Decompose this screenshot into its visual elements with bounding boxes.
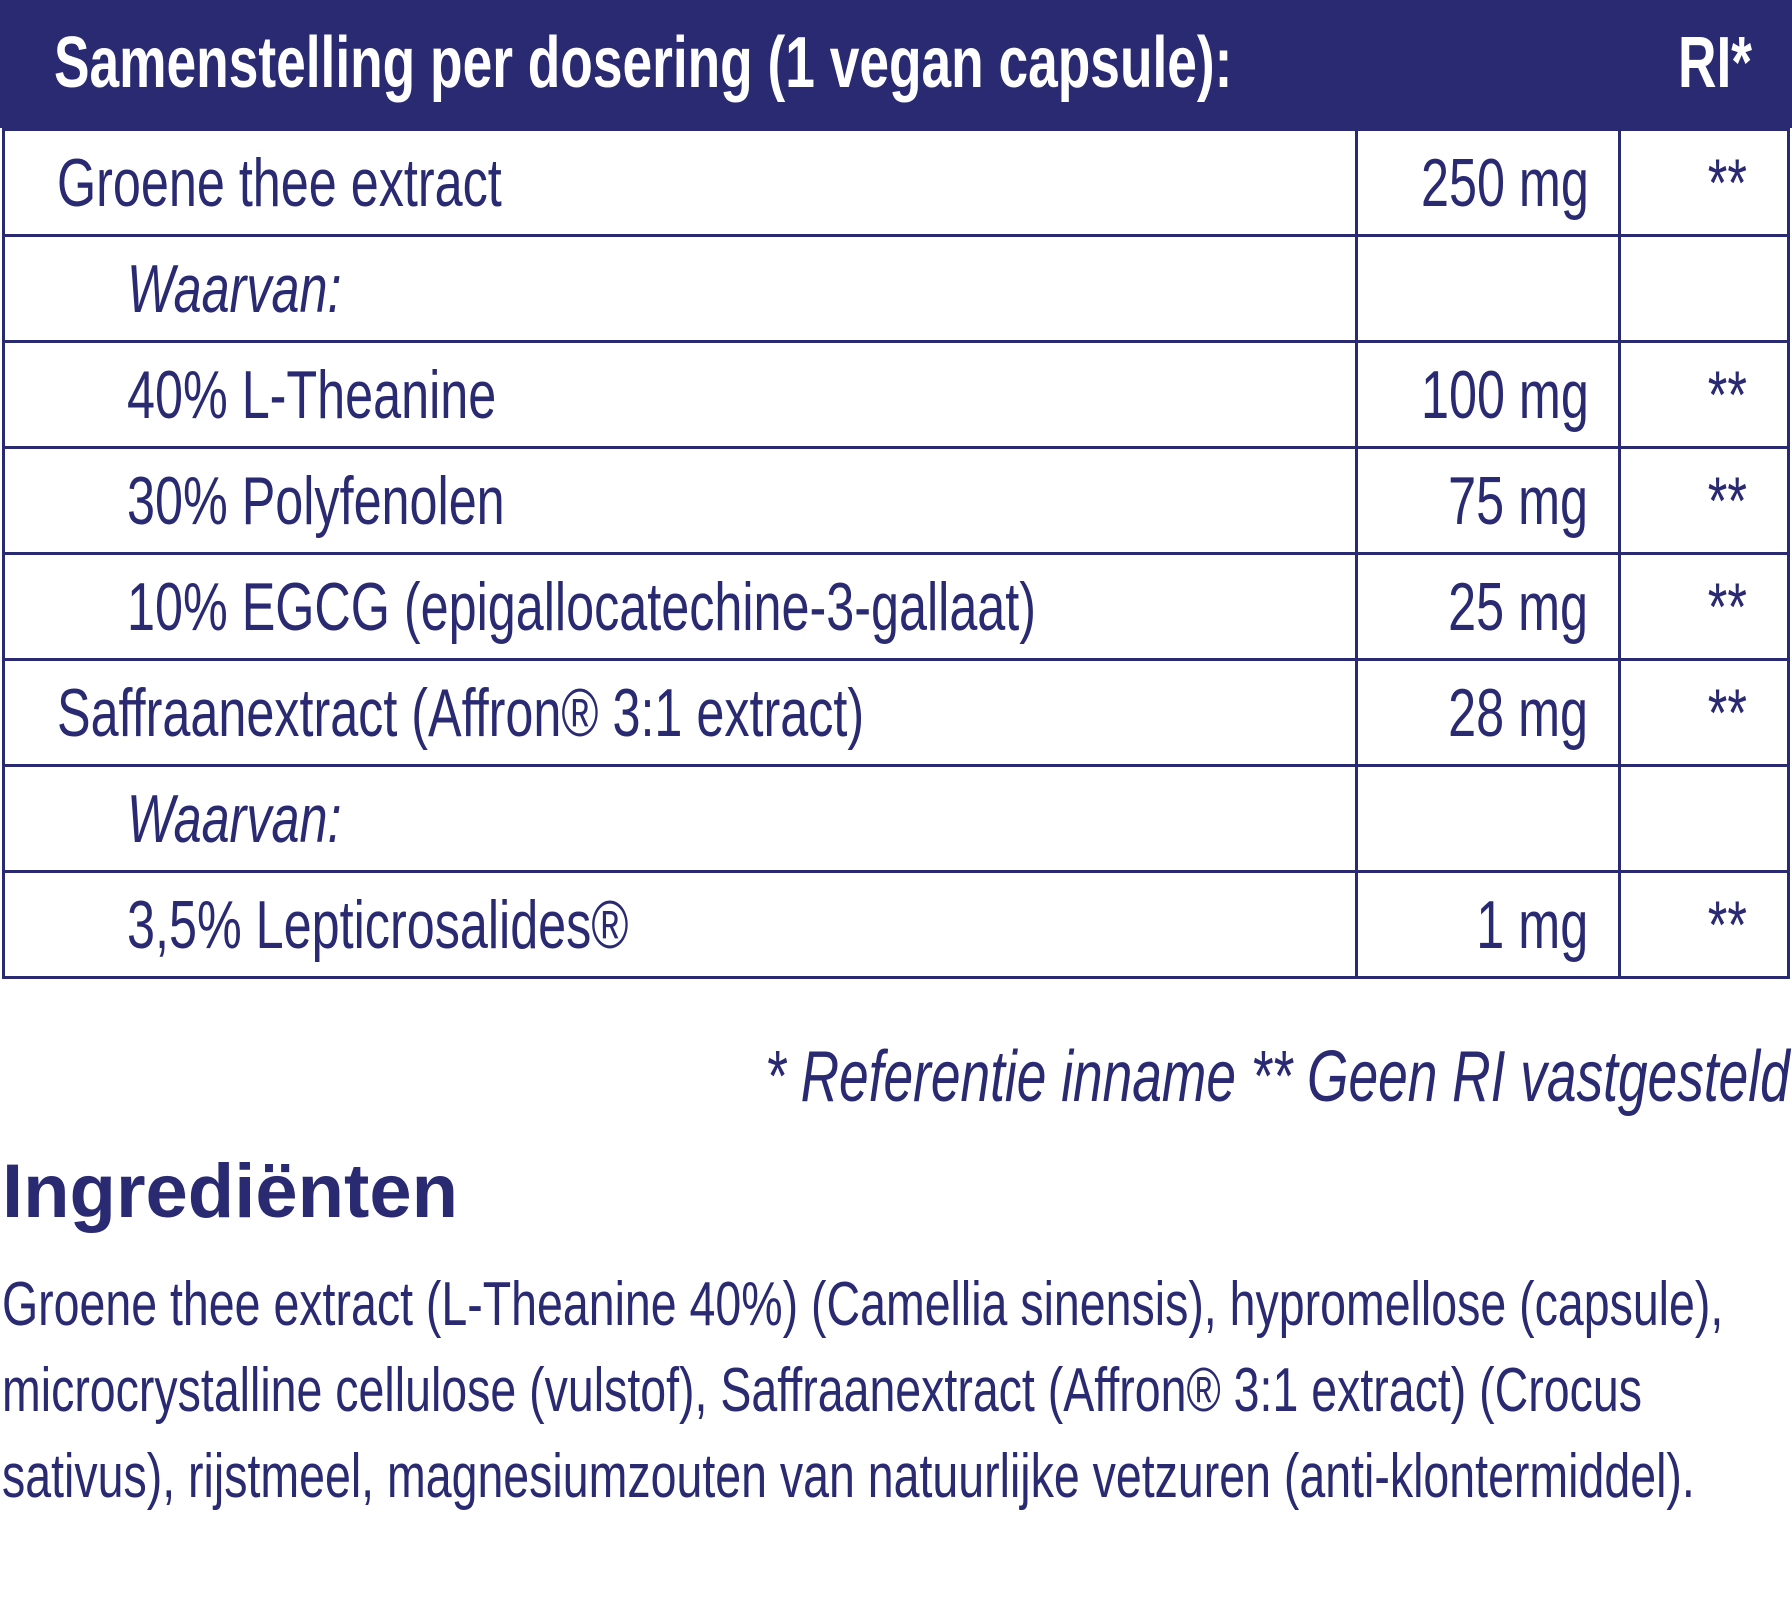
row-name: Waarvan: bbox=[127, 780, 342, 857]
row-ri: ** bbox=[1707, 462, 1747, 539]
header-title: Samenstelling per dosering (1 vegan caps… bbox=[54, 23, 1233, 103]
row-amount: 75 mg bbox=[1448, 462, 1589, 539]
row-ri: ** bbox=[1707, 674, 1747, 751]
row-ri: ** bbox=[1707, 886, 1747, 963]
table-row: Waarvan: bbox=[1, 234, 1790, 343]
table-row: Saffraanextract (Affron® 3:1 extract) 28 … bbox=[1, 658, 1790, 767]
ingredients-title: Ingrediënten bbox=[2, 1149, 459, 1234]
row-ri: ** bbox=[1707, 356, 1747, 433]
row-amount: 100 mg bbox=[1420, 356, 1589, 433]
table-row: Waarvan: bbox=[1, 764, 1790, 873]
table-header: Samenstelling per dosering (1 vegan caps… bbox=[0, 0, 1792, 128]
row-amount: 1 mg bbox=[1476, 886, 1589, 963]
row-name: 30% Polyfenolen bbox=[127, 462, 505, 539]
row-ri: ** bbox=[1707, 568, 1747, 645]
row-amount: 25 mg bbox=[1448, 568, 1589, 645]
ingredients-text: Groene thee extract (L-Theanine 40%) (Ca… bbox=[2, 1270, 1724, 1511]
row-name: Waarvan: bbox=[127, 250, 342, 327]
table-row: Groene thee extract 250 mg ** bbox=[1, 128, 1790, 237]
row-amount: 28 mg bbox=[1448, 674, 1589, 751]
header-ri: RI* bbox=[1677, 23, 1752, 103]
table-row: 40% L-Theanine 100 mg ** bbox=[1, 340, 1790, 449]
row-amount: 250 mg bbox=[1420, 144, 1589, 221]
table-row: 3,5% Lepticrosalides® 1 mg ** bbox=[1, 870, 1790, 979]
row-name: 40% L-Theanine bbox=[127, 356, 497, 433]
composition-table: Groene thee extract 250 mg ** Waarvan: 40%… bbox=[1, 128, 1790, 979]
row-name: Saffraanextract (Affron® 3:1 extract) bbox=[57, 674, 865, 751]
row-ri: ** bbox=[1707, 144, 1747, 221]
row-name: Groene thee extract bbox=[57, 144, 502, 221]
row-name: 3,5% Lepticrosalides® bbox=[127, 886, 629, 963]
row-name: 10% EGCG (epigallocatechine-3-gallaat) bbox=[127, 568, 1037, 645]
table-row: 30% Polyfenolen 75 mg ** bbox=[1, 446, 1790, 555]
footnote: * Referentie inname ** Geen RI vastgeste… bbox=[765, 1037, 1790, 1117]
table-row: 10% EGCG (epigallocatechine-3-gallaat) 25… bbox=[1, 552, 1790, 661]
